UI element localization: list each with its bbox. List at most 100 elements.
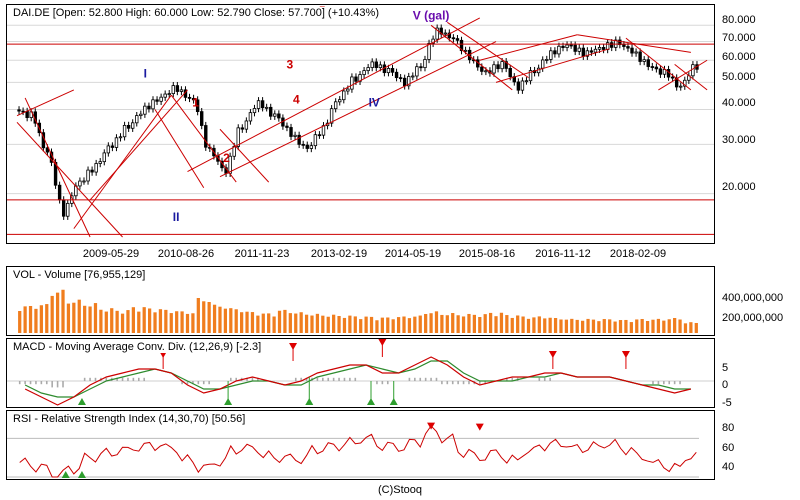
- price-candle: [427, 42, 431, 60]
- price-candle: [520, 80, 525, 91]
- price-candle: [679, 85, 683, 88]
- volume-bar: [375, 320, 379, 333]
- price-candle: [305, 144, 309, 149]
- volume-bar: [510, 317, 514, 333]
- price-candle: [171, 85, 175, 95]
- price-candle: [45, 147, 50, 153]
- price-candle: [289, 127, 293, 137]
- price-candle: [25, 110, 29, 118]
- volume-bar: [120, 313, 125, 333]
- volume-bar: [429, 313, 433, 333]
- price-candle: [204, 125, 208, 148]
- volume-bar: [359, 319, 363, 333]
- price-candle: [260, 100, 265, 109]
- price-candle: [439, 27, 443, 35]
- volume-bar: [93, 303, 98, 333]
- x-tick-label: 2013-02-19: [310, 248, 368, 260]
- price-candle: [200, 111, 204, 126]
- price-candle: [277, 113, 281, 119]
- volume-panel: VOL - Volume [76,955,129]: [6, 266, 715, 336]
- price-candle: [151, 99, 155, 110]
- volume-bar: [72, 302, 76, 333]
- volume-bar: [532, 317, 536, 333]
- price-candle: [386, 68, 391, 74]
- price-candle: [500, 61, 504, 70]
- trend-channel-line: [577, 34, 691, 53]
- price-candle: [374, 61, 378, 68]
- wave-label: 2: [223, 151, 230, 165]
- volume-bar: [256, 315, 260, 333]
- price-candle: [159, 96, 163, 102]
- price-candle: [573, 44, 577, 52]
- price-candle: [622, 44, 626, 47]
- volume-bar: [99, 309, 103, 333]
- volume-bar: [543, 318, 547, 333]
- volume-bar: [553, 318, 558, 333]
- volume-bar: [564, 319, 569, 333]
- price-candle: [236, 127, 240, 147]
- rsi-sell-marker: [475, 423, 484, 431]
- price-candle: [407, 76, 411, 87]
- price-candle: [86, 169, 90, 182]
- volume-bar: [488, 312, 493, 333]
- volume-bar: [478, 316, 482, 333]
- price-candle: [528, 70, 533, 82]
- volume-bar: [694, 322, 698, 333]
- price-candle: [610, 42, 614, 48]
- volume-bar: [434, 311, 439, 333]
- volume-bar: [348, 315, 352, 333]
- price-candle: [569, 44, 573, 47]
- volume-bar: [526, 318, 531, 333]
- macd-line: [24, 356, 692, 406]
- volume-bar: [104, 311, 108, 333]
- buy-signal-marker: [389, 398, 398, 405]
- price-candle: [122, 124, 127, 138]
- price-candle: [455, 38, 460, 41]
- price-candle: [130, 122, 135, 129]
- x-tick-label: 2010-08-26: [157, 248, 215, 260]
- x-tick-label: 2009-05-29: [82, 248, 140, 260]
- price-candle: [338, 99, 342, 103]
- volume-bar: [618, 320, 623, 333]
- price-candle: [378, 64, 383, 68]
- price-candle: [309, 145, 314, 149]
- trend-channel-line: [187, 17, 481, 172]
- price-candle: [549, 50, 553, 60]
- rsi-panel: RSI - Relative Strength Index (14,30,70)…: [6, 410, 715, 480]
- price-candle: [480, 66, 484, 72]
- price-candle: [553, 50, 557, 55]
- sell-signal-marker: [289, 343, 298, 350]
- price-candle: [646, 59, 650, 67]
- volume-bar: [575, 319, 579, 333]
- volume-bar: [548, 317, 552, 333]
- volume-bar: [299, 312, 303, 333]
- volume-bar: [77, 299, 81, 333]
- price-candle: [394, 71, 399, 79]
- volume-bar: [126, 310, 130, 333]
- trend-channel-line: [495, 48, 610, 83]
- volume-bar: [185, 313, 190, 333]
- trend-channel-line: [430, 24, 513, 91]
- volume-bar: [283, 309, 287, 333]
- trend-channel-line: [16, 89, 75, 117]
- price-candle: [443, 32, 447, 35]
- volume-bar: [315, 313, 320, 333]
- price-candle: [175, 85, 180, 92]
- trend-channel-line: [154, 109, 205, 189]
- volume-bar: [407, 318, 412, 333]
- price-candle: [545, 59, 549, 61]
- volume-bar: [83, 305, 87, 333]
- volume-bar: [34, 308, 38, 333]
- volume-bar: [212, 304, 217, 333]
- macd-signal-line: [24, 360, 691, 398]
- volume-bar: [250, 312, 255, 333]
- volume-bar: [115, 310, 119, 333]
- price-candle: [496, 64, 500, 70]
- x-tick-label: 2016-11-12: [535, 248, 591, 260]
- price-candle: [252, 108, 257, 114]
- price-candle: [504, 61, 508, 69]
- volume-bar: [678, 319, 682, 333]
- price-candle: [240, 127, 245, 130]
- price-candle: [329, 108, 334, 124]
- volume-bar: [294, 313, 298, 333]
